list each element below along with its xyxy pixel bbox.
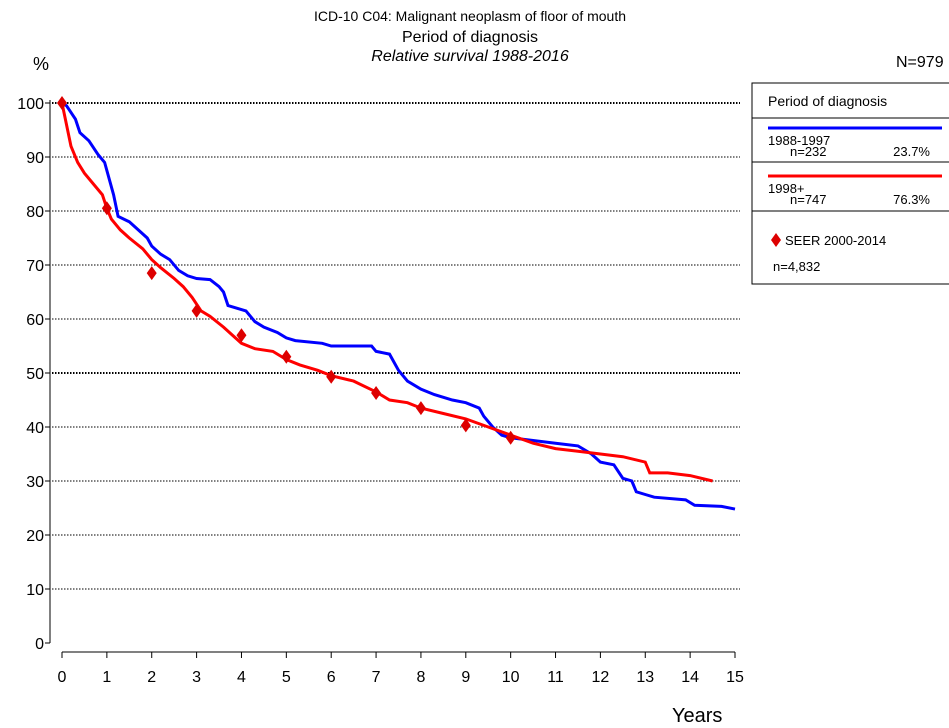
x-tick-label: 14 (681, 669, 699, 686)
chart-subtitle: Relative survival 1988-2016 (371, 48, 569, 65)
seer-marker (326, 369, 337, 384)
seer-marker (505, 430, 516, 445)
legend-n: n=747 (790, 192, 827, 207)
y-tick-label: 30 (26, 474, 44, 491)
total-count: N=979 (896, 54, 944, 71)
seer-marker (460, 418, 471, 433)
legend-label: 1988-1997 (768, 133, 830, 148)
legend-title: Period of diagnosis (768, 93, 887, 109)
x-tick-label: 3 (192, 669, 201, 686)
legend-label: SEER 2000-2014 (785, 233, 886, 248)
x-tick-label: 15 (726, 669, 744, 686)
legend-box (751, 82, 949, 285)
seer-marker (415, 401, 426, 416)
x-tick-label: 4 (237, 669, 246, 686)
y-tick-label: 0 (35, 636, 44, 653)
seer-marker (281, 349, 292, 364)
y-tick-label: 90 (26, 150, 44, 167)
survival-line (60, 102, 713, 483)
y-tick-label: 40 (26, 420, 44, 437)
seer-marker (57, 96, 67, 110)
x-tick-label: 5 (282, 669, 291, 686)
x-tick-label: 0 (58, 669, 67, 686)
x-tick-label: 2 (147, 669, 156, 686)
chart-subtitle: Period of diagnosis (402, 29, 538, 46)
x-tick-label: 12 (592, 669, 610, 686)
survival-line (61, 101, 736, 511)
seer-marker (146, 266, 157, 281)
chart-title: ICD-10 C04: Malignant neoplasm of floor … (314, 8, 626, 24)
legend-n: n=4,832 (773, 259, 820, 274)
x-tick-label: 8 (416, 669, 425, 686)
legend-label: 1998+ (768, 181, 805, 196)
legend-share: 23.7% (893, 144, 930, 159)
x-tick-label: 1 (102, 669, 111, 686)
x-tick-label: 13 (636, 669, 654, 686)
y-tick-label: 60 (26, 312, 44, 329)
y-tick-label: 80 (26, 204, 44, 221)
y-tick-label: 10 (26, 582, 44, 599)
x-tick-label: 9 (461, 669, 470, 686)
legend-share: 76.3% (893, 192, 930, 207)
y-axis-label: % (33, 54, 49, 74)
seer-marker (371, 385, 382, 400)
x-tick-label: 7 (372, 669, 381, 686)
seer-marker (101, 201, 112, 216)
x-tick-label: 10 (502, 669, 520, 686)
y-tick-label: 50 (26, 366, 44, 383)
x-tick-label: 6 (327, 669, 336, 686)
seer-marker (236, 328, 247, 343)
y-tick-label: 100 (17, 96, 44, 113)
legend-n: n=232 (790, 144, 827, 159)
y-tick-label: 70 (26, 258, 44, 275)
legend-marker (771, 233, 781, 247)
x-axis-label: Years (672, 705, 722, 727)
seer-marker (191, 303, 202, 318)
y-tick-label: 20 (26, 528, 44, 545)
x-tick-label: 11 (547, 669, 564, 686)
